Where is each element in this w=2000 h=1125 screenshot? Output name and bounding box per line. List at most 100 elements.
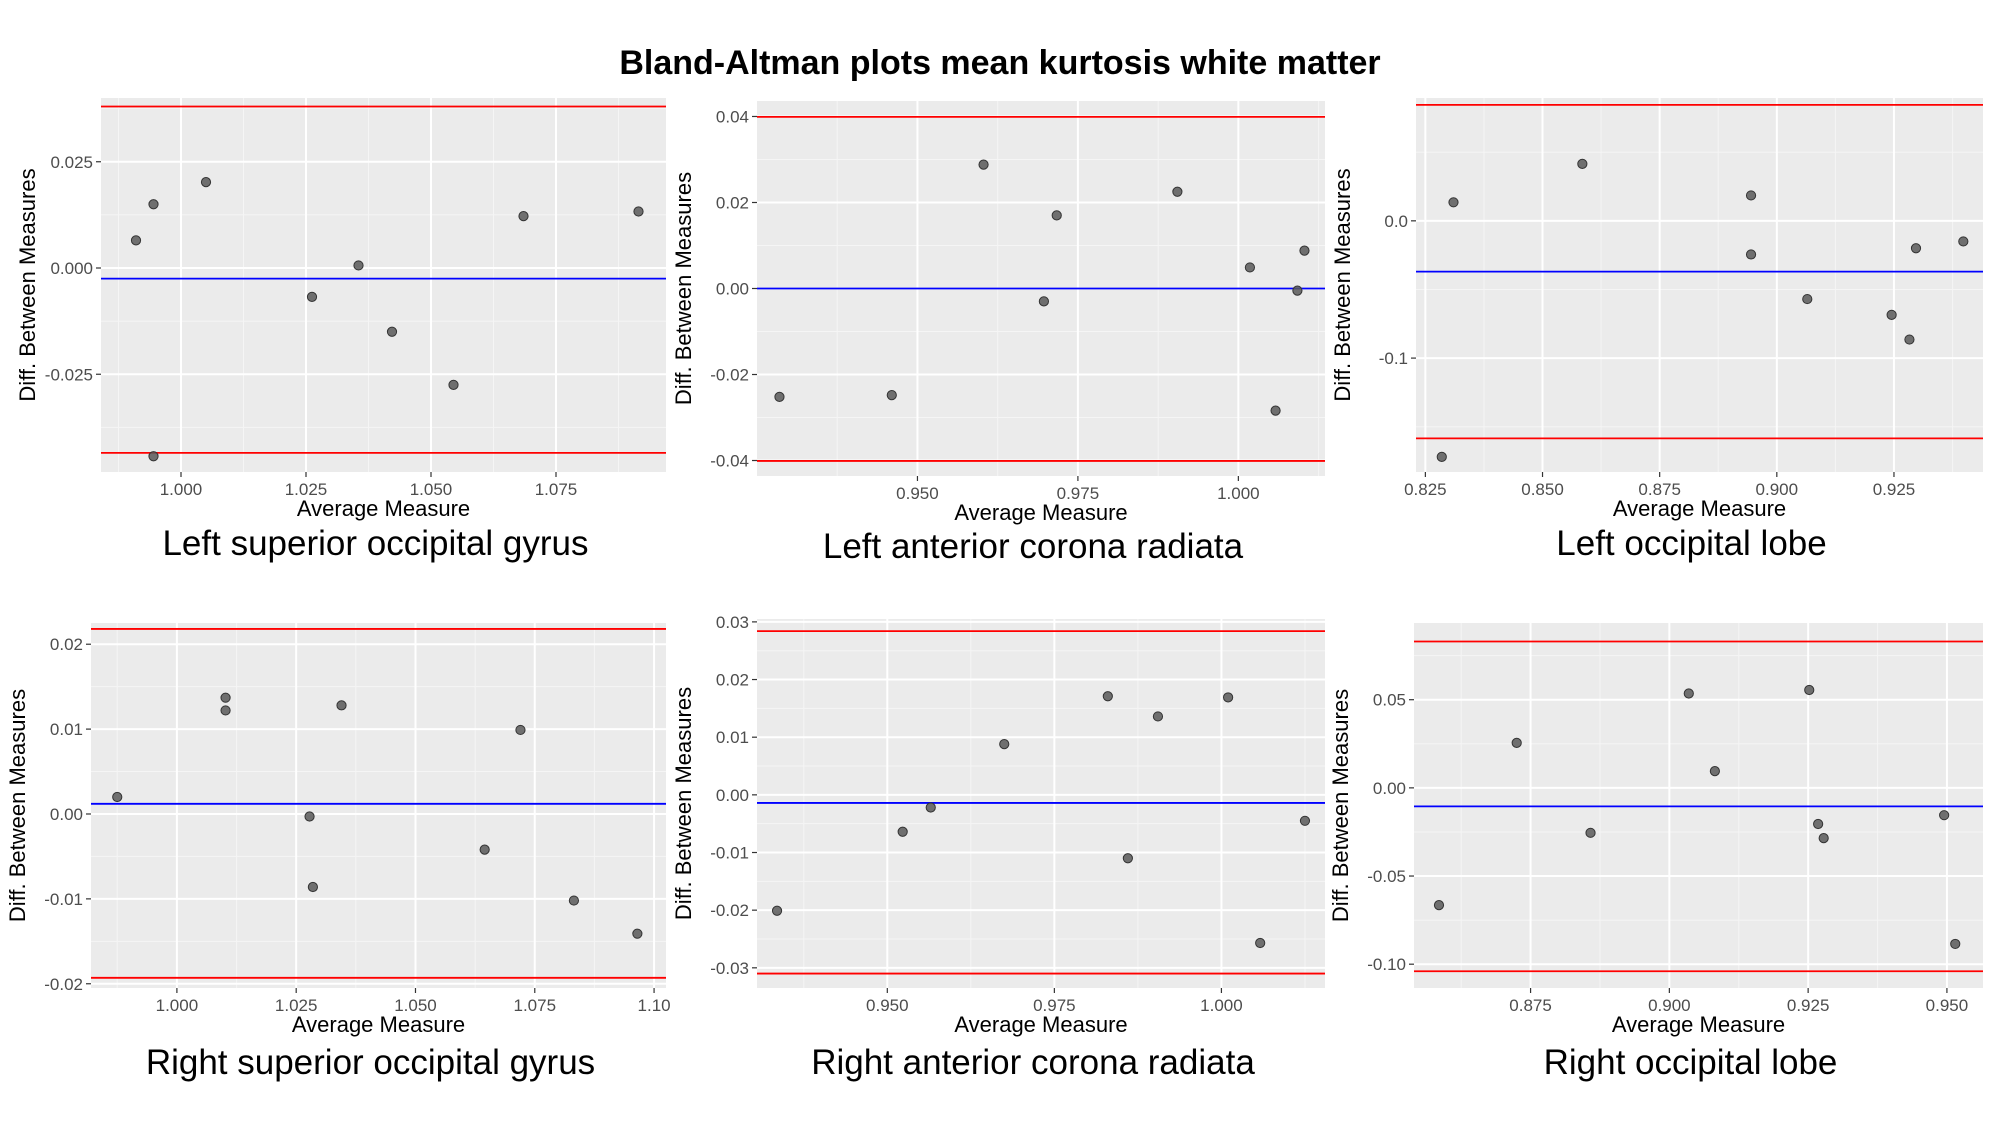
data-point	[306, 291, 318, 302]
data-point	[1172, 186, 1183, 197]
y-tick-label: 0.04	[716, 107, 749, 126]
y-tick-label: -0.05	[1367, 867, 1406, 886]
data-point	[220, 705, 231, 716]
data-point	[1813, 818, 1824, 830]
x-tick-label: 1.050	[410, 480, 453, 499]
x-tick-label: 0.925	[1787, 996, 1830, 1015]
plot-background	[101, 98, 666, 472]
x-tick-label: 1.000	[156, 996, 199, 1015]
panel-caption: Left superior occipital gyrus	[162, 524, 588, 563]
x-tick-label: 1.075	[535, 480, 578, 499]
data-point	[1223, 692, 1234, 703]
x-tick-label: 0.900	[1756, 480, 1799, 499]
data-point	[353, 260, 364, 271]
data-point	[1448, 197, 1459, 208]
data-point	[897, 826, 908, 837]
data-point	[479, 844, 490, 855]
x-axis-label: Average Measure	[297, 496, 470, 521]
data-point	[633, 206, 644, 217]
y-tick-label: -0.025	[45, 365, 93, 384]
data-point	[304, 811, 315, 822]
data-point	[1585, 827, 1596, 838]
y-tick-label: -0.03	[710, 959, 749, 978]
data-point	[1511, 737, 1522, 749]
data-point	[1299, 815, 1311, 826]
y-tick-label: -0.10	[1367, 955, 1406, 974]
data-point	[1802, 293, 1813, 305]
data-point	[1950, 938, 1961, 950]
data-point	[1804, 684, 1815, 696]
data-point	[925, 802, 936, 813]
plot-background	[1416, 98, 1983, 472]
data-point	[148, 199, 159, 210]
data-point	[1818, 833, 1829, 844]
x-tick-label: 1.000	[160, 480, 203, 499]
x-tick-label: 1.050	[394, 996, 437, 1015]
panel-caption: Right anterior corona radiata	[811, 1043, 1255, 1082]
x-tick-label: 0.950	[866, 996, 909, 1015]
data-point	[632, 928, 643, 939]
x-tick-label: 0.950	[896, 484, 939, 503]
data-point	[1436, 451, 1447, 463]
y-axis-label: Diff. Between Measures	[1330, 168, 1355, 401]
y-axis-label: Diff. Between Measures	[15, 168, 40, 401]
data-point	[130, 235, 142, 246]
x-axis-label: Average Measure	[954, 500, 1127, 525]
y-tick-label: 0.000	[50, 259, 93, 278]
y-tick-label: -0.01	[44, 890, 83, 909]
x-tick-label: 0.950	[1926, 996, 1969, 1015]
data-point	[1709, 766, 1720, 777]
y-axis-label: Diff. Between Measures	[671, 172, 696, 405]
data-point	[1255, 937, 1266, 949]
x-axis-label: Average Measure	[1613, 496, 1786, 521]
plot-background	[91, 623, 666, 988]
data-point	[112, 791, 123, 803]
x-axis-label: Average Measure	[954, 1012, 1127, 1037]
data-point	[1433, 900, 1445, 911]
data-point	[1299, 245, 1310, 256]
y-tick-label: -0.1	[1379, 349, 1408, 368]
data-point	[1939, 810, 1950, 821]
y-tick-label: 0.02	[716, 671, 749, 690]
y-tick-label: -0.04	[710, 452, 749, 471]
data-point	[148, 451, 159, 462]
data-point	[568, 895, 580, 906]
y-tick-label: 0.05	[1373, 691, 1406, 710]
data-point	[886, 390, 897, 401]
data-point	[1910, 243, 1922, 254]
x-tick-label: 1.025	[275, 996, 318, 1015]
data-point	[999, 739, 1010, 750]
y-tick-label: 0.01	[716, 728, 749, 747]
x-tick-label: 0.850	[1521, 480, 1564, 499]
x-tick-label: 1.075	[514, 996, 557, 1015]
y-tick-label: 0.00	[50, 805, 83, 824]
panel-caption: Left anterior corona radiata	[823, 527, 1244, 566]
x-tick-label: 1.025	[285, 480, 328, 499]
data-point	[220, 692, 231, 703]
data-point	[200, 177, 212, 188]
figure-title: Bland-Altman plots mean kurtosis white m…	[619, 44, 1381, 82]
x-tick-label: 0.900	[1648, 996, 1691, 1015]
x-tick-label: 0.975	[1057, 484, 1100, 503]
data-point	[1745, 249, 1757, 260]
y-tick-label: -0.02	[710, 901, 749, 920]
y-tick-label: 0.025	[50, 153, 93, 172]
x-tick-label: 0.825	[1404, 480, 1447, 499]
data-point	[1683, 688, 1694, 699]
data-point	[1051, 210, 1062, 221]
data-point	[386, 326, 398, 337]
data-point	[1038, 296, 1049, 307]
data-point	[448, 379, 459, 390]
panel-caption: Right superior occipital gyrus	[146, 1043, 595, 1082]
y-tick-label: 0.00	[716, 280, 749, 299]
x-tick-label: 0.875	[1638, 480, 1681, 499]
panel-caption: Right occipital lobe	[1544, 1043, 1838, 1082]
y-tick-label: 0.00	[716, 786, 749, 805]
data-point	[771, 905, 783, 916]
y-tick-label: 0.03	[716, 613, 749, 632]
data-point	[1292, 285, 1303, 296]
data-point	[1270, 405, 1281, 416]
data-point	[1904, 334, 1915, 345]
y-axis-label: Diff. Between Measures	[671, 687, 696, 920]
